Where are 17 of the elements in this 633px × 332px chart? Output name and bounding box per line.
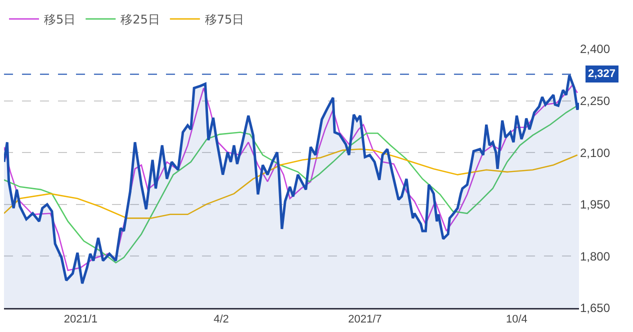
legend-label: 移25日 bbox=[120, 12, 160, 27]
x-tick-label: 2021/1 bbox=[64, 314, 98, 326]
legend-label: 移5日 bbox=[44, 12, 76, 27]
line-series bbox=[4, 84, 578, 272]
line-series bbox=[4, 104, 578, 264]
x-tick-label: 4/2 bbox=[214, 314, 229, 326]
x-tick-label: 2021/7 bbox=[348, 314, 382, 326]
ref-line-label: 2,327 bbox=[588, 68, 616, 80]
x-tick-label: 10/4 bbox=[506, 314, 528, 326]
legend-label: 移75日 bbox=[204, 12, 244, 27]
y-tick-label: 2,400 bbox=[580, 42, 610, 56]
y-tick-label: 1,950 bbox=[580, 198, 610, 212]
line-series bbox=[4, 148, 578, 219]
y-tick-label: 1,800 bbox=[580, 249, 610, 264]
y-tick-label: 2,100 bbox=[580, 146, 610, 160]
y-tick-label: 1,650 bbox=[580, 301, 610, 316]
y-tick-label: 2,250 bbox=[580, 94, 610, 108]
